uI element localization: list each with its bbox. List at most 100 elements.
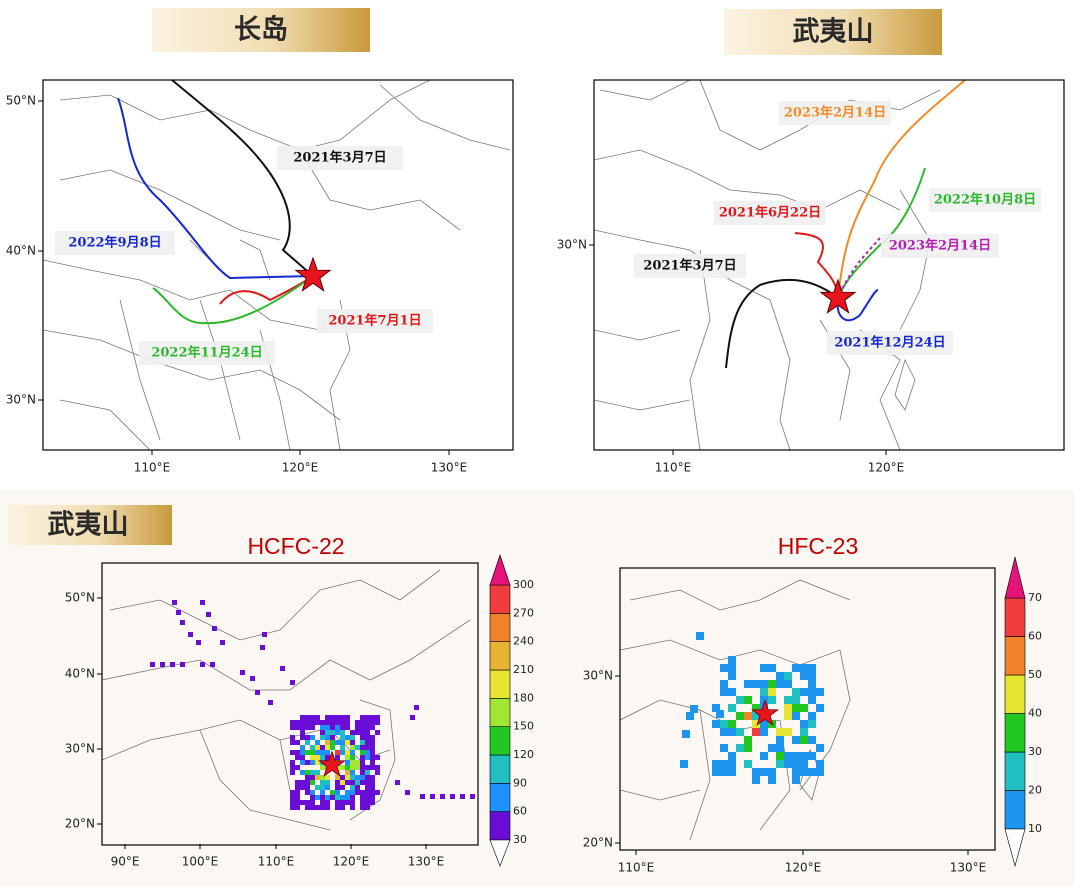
emission-cell (365, 745, 370, 750)
emission-cell (760, 728, 768, 736)
emission-cell (320, 735, 325, 740)
header: 武夷山 (793, 17, 874, 48)
map-frame (101, 562, 479, 846)
emission-cell (305, 780, 310, 785)
emission-cell (330, 715, 335, 720)
emission-cell (350, 780, 355, 785)
emission-cell (200, 600, 205, 605)
emission-cell (440, 794, 445, 799)
emission-cell (305, 775, 310, 780)
y-tick-label: 40°N (6, 244, 36, 258)
emission-cell (360, 780, 365, 785)
emission-cell (310, 770, 315, 775)
map-top-right (594, 80, 966, 450)
emission-cell (360, 725, 365, 730)
emission-cell (330, 795, 335, 800)
emission-cell (290, 770, 295, 775)
trajectory (794, 232, 839, 299)
emission-cell (816, 760, 824, 768)
emission-cell (395, 780, 400, 785)
emission-cell (315, 745, 320, 750)
emission-cell (320, 730, 325, 735)
colorbar-under (1004, 828, 1026, 868)
colorbar-segment (1004, 751, 1026, 791)
emission-cell (335, 795, 340, 800)
emission-cell (800, 720, 808, 728)
x-tick-label: 130°E (408, 855, 445, 869)
emission-cell (290, 795, 295, 800)
emission-cell (728, 672, 736, 680)
emission-cell (716, 710, 724, 718)
emission-cell (170, 662, 175, 667)
emission-cell (290, 725, 295, 730)
emission-cell (760, 664, 768, 672)
emission-cell (686, 712, 694, 720)
colorbar-segment (489, 584, 511, 614)
label-box (827, 331, 953, 355)
emission-cell (350, 805, 355, 810)
emission-cell (370, 740, 375, 745)
emission-cell (340, 775, 345, 780)
emission-cell (330, 730, 335, 735)
emission-cell (375, 715, 380, 720)
colorbar-label: 40 (1028, 707, 1042, 720)
emission-cell (728, 768, 736, 776)
emission-cell (360, 715, 365, 720)
emission-cell (736, 712, 744, 720)
trajectory (725, 278, 839, 369)
emission-cell (295, 765, 300, 770)
emission-cell (682, 730, 690, 738)
emission-cell (345, 715, 350, 720)
trajectory-label: 2021年12月24日 (834, 335, 945, 351)
emission-cell (360, 770, 365, 775)
colorbar-segment (1004, 790, 1026, 830)
emission-cell (784, 752, 792, 760)
emission-cell (365, 805, 370, 810)
emission-cell (325, 750, 330, 755)
emission-cell (768, 768, 776, 776)
emission-cell (370, 720, 375, 725)
emission-cell (736, 728, 744, 736)
emission-cell (365, 790, 370, 795)
emission-cell (340, 750, 345, 755)
emission-cell (305, 785, 310, 790)
emission-cell (470, 794, 475, 799)
trajectory-label: 2022年11月24日 (151, 345, 262, 361)
emission-cell (188, 632, 193, 637)
emission-cell (744, 760, 752, 768)
label-box (55, 231, 175, 255)
trajectory-label: 2023年2月14日 (784, 105, 886, 121)
colorbar-segment (489, 783, 511, 812)
emission-cell (744, 744, 752, 752)
emission-cell (315, 740, 320, 745)
emission-cell (350, 790, 355, 795)
y-tick-label: 50°N (65, 591, 95, 605)
emission-cell (255, 690, 260, 695)
emission-cell (365, 780, 370, 785)
emission-cell (335, 785, 340, 790)
trajectory (152, 275, 314, 325)
trajectory (117, 97, 314, 280)
emission-cell (345, 790, 350, 795)
emission-cell (365, 800, 370, 805)
emission-cell (355, 785, 360, 790)
emission-cell (712, 720, 720, 728)
emission-cell (720, 680, 728, 688)
emission-cell (315, 785, 320, 790)
emission-cell (360, 775, 365, 780)
trajectory-label: 2021年6月22日 (719, 205, 821, 221)
emission-cell (345, 740, 350, 745)
emission-cell (720, 728, 728, 736)
emission-cell (345, 780, 350, 785)
emission-cell (300, 755, 305, 760)
colorbar-label: 20 (1028, 784, 1042, 797)
emission-cell (320, 795, 325, 800)
colorbar-segment (1004, 636, 1026, 676)
emission-cell (315, 720, 320, 725)
emission-cell (808, 752, 816, 760)
emission-cell (300, 750, 305, 755)
x-tick-label: 110°E (655, 461, 692, 475)
emission-cell (310, 745, 315, 750)
emission-cell (370, 745, 375, 750)
